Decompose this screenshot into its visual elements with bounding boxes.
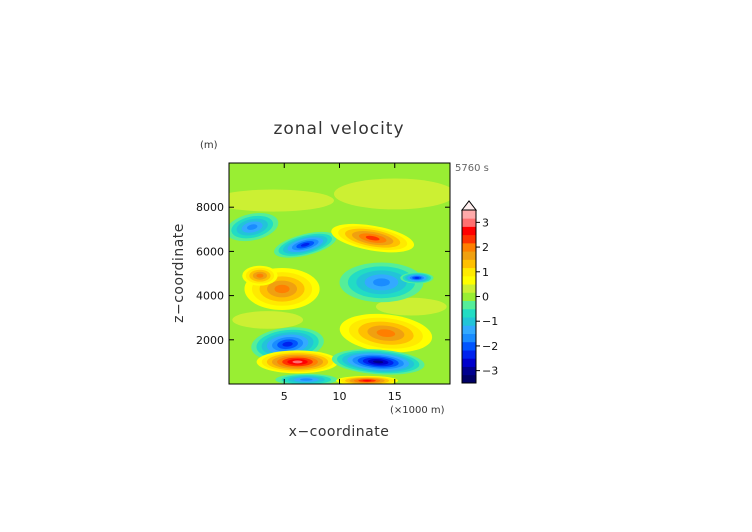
colorbar-swatch bbox=[462, 284, 476, 293]
colorbar-label: 2 bbox=[482, 241, 489, 254]
x-unit-label: (×1000 m) bbox=[390, 405, 445, 416]
contour-5-level-6 bbox=[300, 242, 310, 247]
y-axis-label: z−coordinate bbox=[171, 223, 187, 323]
colorbar-swatch bbox=[462, 242, 476, 252]
x-tick-label: 15 bbox=[388, 390, 402, 403]
colorbar-label: 1 bbox=[482, 266, 489, 279]
colorbar-swatch bbox=[462, 341, 476, 351]
contour-6-level-5 bbox=[365, 235, 380, 241]
colorbar-swatch bbox=[462, 267, 476, 277]
x-axis-label: x−coordinate bbox=[289, 424, 390, 440]
contour-0-level-4 bbox=[246, 224, 258, 230]
y-tick-label: 2000 bbox=[196, 334, 224, 347]
y-unit-label: (m) bbox=[200, 140, 218, 151]
colorbar-swatch bbox=[462, 317, 476, 326]
colorbar-swatch bbox=[462, 292, 476, 302]
colorbar: 3 2 1 0 −1 −2 −3 bbox=[460, 200, 498, 384]
colorbar-label: 3 bbox=[482, 216, 489, 229]
time-label: 5760 s bbox=[455, 163, 489, 174]
plot-area: 5 10 15 2000 4000 6000 8000 bbox=[196, 162, 451, 403]
colorbar-swatch bbox=[462, 234, 476, 244]
contour-7-level-4 bbox=[373, 278, 390, 287]
colorbar-swatch bbox=[462, 374, 476, 384]
colorbar-swatch bbox=[462, 251, 476, 260]
x-ticks: 5 10 15 bbox=[281, 163, 402, 403]
colorbar-label: −2 bbox=[482, 340, 498, 353]
colorbar-swatch bbox=[462, 300, 476, 310]
contour-band-3 bbox=[375, 297, 447, 316]
contour-4-level-7 bbox=[292, 360, 303, 364]
contour-3-level-6 bbox=[282, 341, 293, 347]
y-tick-label: 4000 bbox=[196, 290, 224, 303]
y-ticks: 2000 4000 6000 8000 bbox=[196, 201, 450, 347]
colorbar-swatch bbox=[462, 308, 476, 318]
contour-band-1 bbox=[333, 178, 450, 210]
contour-band-2 bbox=[232, 311, 304, 329]
colorbar-swatch bbox=[462, 259, 476, 269]
colorbar-label: 0 bbox=[482, 291, 489, 304]
colorbar-label: −3 bbox=[482, 365, 498, 378]
contour-10-level-8 bbox=[373, 360, 384, 364]
chart-title: zonal velocity bbox=[273, 119, 404, 139]
contour-1-level-4 bbox=[274, 284, 290, 294]
contour-12-level-6 bbox=[362, 379, 372, 382]
contour-band-0 bbox=[229, 189, 334, 212]
x-tick-label: 5 bbox=[281, 390, 288, 403]
contour-11-level-4 bbox=[300, 378, 313, 381]
colorbar-extend-max bbox=[460, 200, 478, 211]
x-tick-label: 10 bbox=[333, 390, 347, 403]
colorbar-swatch bbox=[462, 333, 476, 343]
y-tick-label: 6000 bbox=[196, 245, 224, 258]
colorbar-swatch bbox=[462, 358, 476, 367]
colorbar-swatch bbox=[462, 210, 476, 219]
y-tick-label: 8000 bbox=[196, 201, 224, 214]
contour-9-level-4 bbox=[376, 329, 396, 338]
colorbar-swatch bbox=[462, 218, 476, 227]
contour-8-level-6 bbox=[414, 277, 420, 279]
colorbar-swatch bbox=[462, 350, 476, 359]
colorbar-label: −1 bbox=[482, 315, 498, 328]
colorbar-swatch bbox=[462, 366, 476, 376]
contour-fields bbox=[229, 178, 450, 384]
colorbar-swatch bbox=[462, 275, 476, 285]
contour-2-level-4 bbox=[256, 273, 264, 278]
colorbar-swatch bbox=[462, 226, 476, 236]
colorbar-swatch bbox=[462, 325, 476, 334]
